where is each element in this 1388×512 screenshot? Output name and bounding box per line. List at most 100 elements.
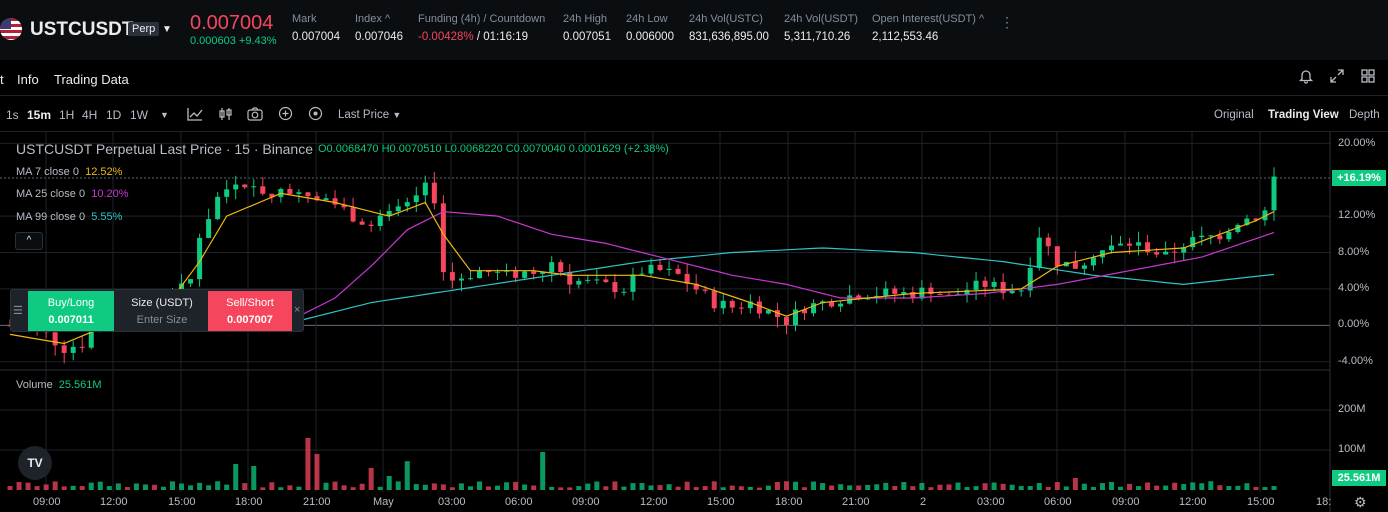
- volume-bar: [115, 483, 121, 490]
- volume-bar: [612, 481, 618, 490]
- volume-bar: [1253, 486, 1259, 490]
- volume-bar: [1127, 483, 1133, 490]
- candle-body: [314, 196, 320, 201]
- volume-bar: [1154, 485, 1160, 490]
- volume-bar: [802, 487, 808, 490]
- candle-body: [1009, 290, 1015, 294]
- candle-body: [765, 310, 771, 314]
- buy-long-button[interactable]: Buy/Long 0.007011: [28, 291, 114, 331]
- settings-gear-icon[interactable]: ⚙: [1354, 494, 1367, 510]
- volume-bar: [892, 485, 898, 490]
- price-type-select[interactable]: Last Price ▼: [338, 109, 402, 121]
- volume-bar: [684, 481, 690, 490]
- tab-chart[interactable]: t: [0, 72, 4, 87]
- candle-body: [639, 273, 645, 275]
- view-depth[interactable]: Depth: [1349, 109, 1380, 121]
- candle-body: [404, 202, 410, 207]
- axis-label: 4.00%: [1338, 282, 1370, 294]
- volume-bar: [170, 481, 176, 490]
- axis-label: 20.00%: [1338, 137, 1376, 149]
- tab-info[interactable]: Info: [17, 72, 39, 87]
- candle-body: [422, 182, 428, 196]
- chart-title: USTCUSDT Perpetual Last Price · 15 · Bin…: [16, 141, 313, 157]
- stat-index[interactable]: Index ^ 0.007046: [355, 13, 403, 43]
- collapse-legend-button[interactable]: ^: [15, 232, 43, 250]
- candle-body: [1108, 245, 1114, 251]
- more-stats-icon[interactable]: ⋮: [1000, 14, 1015, 30]
- bell-icon[interactable]: [1298, 68, 1314, 84]
- candle-body: [693, 283, 699, 290]
- size-input[interactable]: Size (USDT) Enter Size: [131, 297, 193, 326]
- candle-body: [1253, 218, 1259, 221]
- candle-body: [1163, 251, 1169, 255]
- add-indicator-icon[interactable]: [278, 106, 293, 121]
- volume-bar: [1145, 482, 1151, 490]
- layout-grid-icon[interactable]: [1360, 68, 1376, 84]
- view-original[interactable]: Original: [1214, 109, 1254, 121]
- tab-trading-data[interactable]: Trading Data: [54, 72, 129, 87]
- candle-body: [1235, 224, 1241, 232]
- timeframe-1h[interactable]: 1H: [59, 108, 75, 122]
- candle-body: [1145, 242, 1151, 253]
- candle-body: [973, 280, 979, 290]
- stat-open-interest[interactable]: Open Interest(USDT) ^ 2,112,553.46: [872, 13, 985, 43]
- time-label: 09:00: [33, 496, 61, 508]
- candle-body: [269, 193, 275, 198]
- price-chart[interactable]: [0, 132, 1388, 512]
- candle-body: [666, 268, 672, 271]
- candle-body: [1136, 242, 1142, 246]
- volume-bar: [820, 483, 826, 490]
- volume-bar: [1081, 483, 1087, 490]
- tradingview-logo-icon[interactable]: TV: [18, 446, 52, 480]
- candle-body: [1054, 246, 1060, 267]
- legend-ma25[interactable]: MA 25 close 0 10.20%: [16, 188, 129, 200]
- volume-bar: [7, 486, 13, 490]
- perp-badge: Perp: [128, 22, 160, 36]
- volume-bar: [197, 482, 203, 490]
- candle-body: [702, 289, 708, 291]
- expand-icon[interactable]: [1329, 68, 1345, 84]
- symbol-name[interactable]: USTCUSDT: [30, 19, 134, 40]
- candle-body: [1036, 237, 1042, 268]
- timeframe-15m[interactable]: 15m: [27, 108, 52, 122]
- target-icon[interactable]: [308, 106, 323, 121]
- stat-24h-vol-ustc: 24h Vol(USTC) 831,636,895.00: [689, 13, 769, 43]
- price-type-dropdown-icon: ▼: [392, 110, 402, 120]
- volume-bar: [476, 481, 482, 490]
- sell-short-button[interactable]: Sell/Short 0.007007: [208, 291, 292, 331]
- timeframe-dropdown-icon[interactable]: ▼: [160, 110, 169, 120]
- time-label: May: [373, 496, 394, 508]
- drag-handle-icon[interactable]: ☰: [13, 305, 23, 317]
- stat-funding: Funding (4h) / Countdown -0.00428% / 01:…: [418, 13, 546, 43]
- candle-body: [395, 206, 401, 212]
- legend-ma7[interactable]: MA 7 close 0 12.52%: [16, 166, 123, 178]
- legend-ma99[interactable]: MA 99 close 0 5.55%: [16, 211, 123, 223]
- candle-body: [1099, 250, 1105, 258]
- volume-bar: [323, 482, 329, 490]
- timeframe-1w[interactable]: 1W: [130, 108, 148, 122]
- volume-bar: [549, 486, 555, 490]
- time-label: 15:00: [1247, 496, 1275, 508]
- volume-bar: [783, 481, 789, 490]
- volume-bar: [242, 483, 248, 490]
- camera-icon[interactable]: [247, 107, 263, 121]
- candles-icon[interactable]: [218, 107, 234, 121]
- volume-bar: [648, 485, 654, 490]
- volume-bar: [1027, 486, 1033, 490]
- funding-rate: -0.00428%: [418, 31, 474, 43]
- indicator-chart-icon[interactable]: [187, 107, 203, 121]
- chart-toolbar: 1s 15m 1H 4H 1D 1W ▼ Last Price ▼ Origin…: [0, 96, 1388, 132]
- volume-bar: [142, 484, 148, 490]
- timeframe-1d[interactable]: 1D: [106, 108, 122, 122]
- view-trading-view[interactable]: Trading View: [1268, 109, 1339, 121]
- candle-body: [811, 303, 817, 314]
- close-icon[interactable]: ×: [294, 304, 301, 316]
- symbol-dropdown-icon[interactable]: ▼: [162, 24, 172, 35]
- timeframe-1s[interactable]: 1s: [6, 108, 19, 122]
- quick-order-widget: ☰ Buy/Long 0.007011 Size (USDT) Enter Si…: [10, 289, 304, 332]
- candle-body: [684, 273, 690, 284]
- volume-bar: [747, 487, 753, 490]
- time-label: 03:00: [977, 496, 1005, 508]
- timeframe-4h[interactable]: 4H: [82, 108, 98, 122]
- volume-bar: [630, 483, 636, 490]
